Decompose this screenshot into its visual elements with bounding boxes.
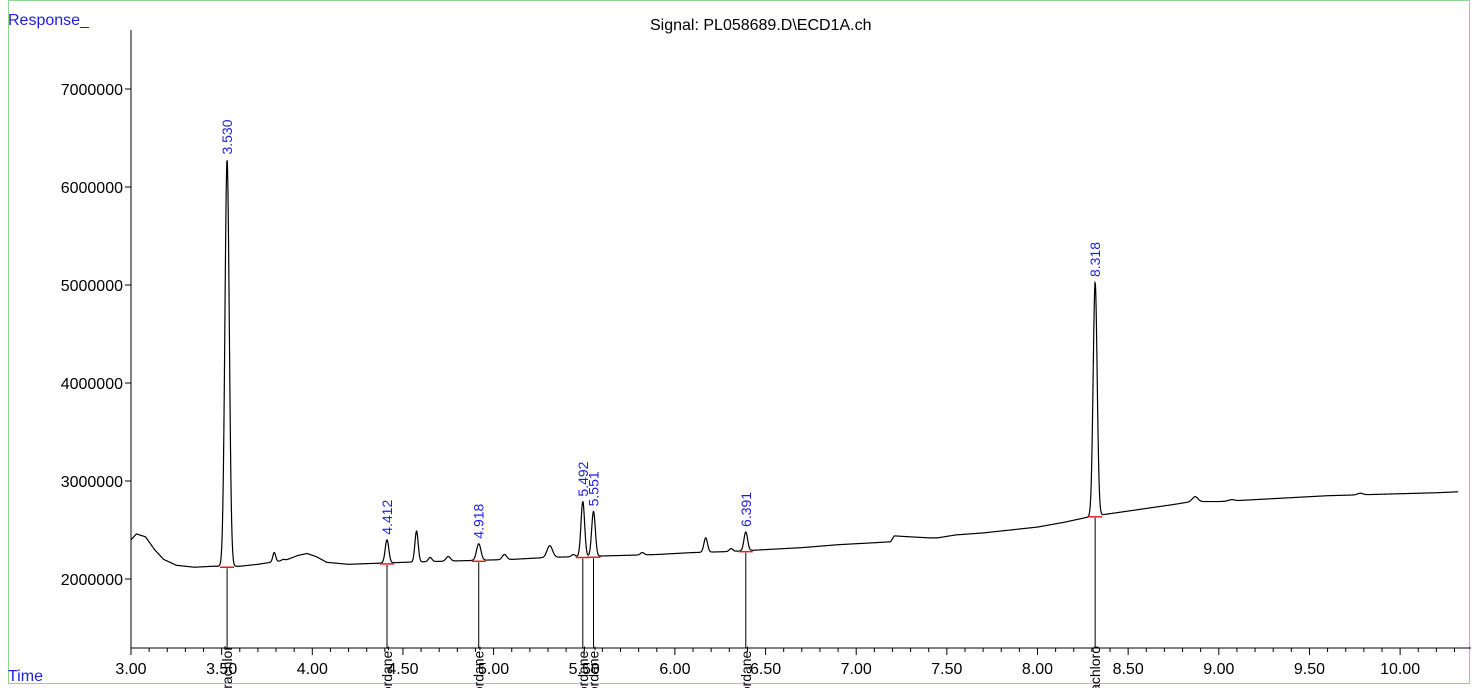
x-tick-label: 3.50: [206, 661, 237, 678]
x-axis-label: Time: [8, 668, 43, 685]
signal-trace: [130, 160, 1459, 568]
y-tick-label: 4000000: [61, 376, 123, 393]
compound-name-label: Chlordane-: [379, 646, 395, 688]
y-tick-label: 6000000: [61, 180, 123, 197]
compound-name-label: Chlordane-: [471, 646, 487, 688]
x-tick-label: 9.50: [1294, 661, 1325, 678]
peak-rt-label: 8.318: [1087, 242, 1103, 277]
x-tick-label: 5.00: [478, 661, 509, 678]
y-axis-label: Response_: [8, 12, 89, 29]
x-tick-label: 8.50: [1113, 661, 1144, 678]
peak-rt-label: 6.391: [738, 492, 754, 527]
compound-name-label: Decachloro: [1087, 646, 1103, 688]
x-tick-label: 4.00: [297, 661, 328, 678]
x-tick-label: 9.00: [1203, 661, 1234, 678]
y-tick-label: 3000000: [61, 474, 123, 491]
compound-name-label: Tetrachlor: [219, 646, 235, 688]
peak-rt-label: 5.551: [585, 471, 601, 506]
peak-rt-label: 4.412: [379, 500, 395, 535]
x-tick-label: 6.50: [750, 661, 781, 678]
peak-rt-label: 3.530: [219, 119, 235, 154]
peak-rt-label: 4.918: [471, 503, 487, 538]
x-tick-label: 8.00: [1022, 661, 1053, 678]
x-tick-label: 5.50: [569, 661, 600, 678]
compound-name-label: Chlordane-: [575, 646, 591, 688]
compound-name-label: Chlordane-: [738, 646, 754, 688]
x-tick-label: 7.50: [931, 661, 962, 678]
x-tick-label: 10.00: [1380, 661, 1420, 678]
y-tick-label: 5000000: [61, 278, 123, 295]
x-tick-label: 4.50: [387, 661, 418, 678]
x-tick-label: 6.00: [659, 661, 690, 678]
compound-name-label: Chlordane-: [585, 646, 601, 688]
x-tick-label: 3.00: [115, 661, 146, 678]
y-tick-label: 7000000: [61, 82, 123, 99]
plot-frame: [8, 0, 1470, 684]
peak-rt-label: 5.492: [575, 461, 591, 496]
y-tick-label: 2000000: [61, 572, 123, 589]
x-tick-label: 7.00: [841, 661, 872, 678]
chart-title: Signal: PL058689.D\ECD1A.ch: [650, 17, 872, 34]
